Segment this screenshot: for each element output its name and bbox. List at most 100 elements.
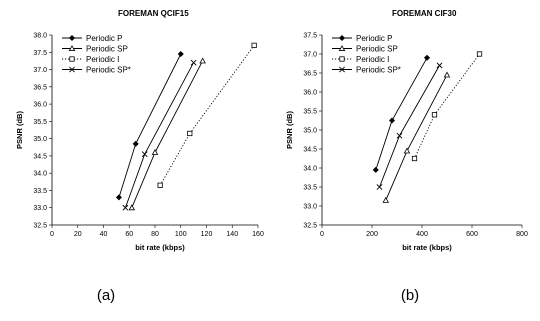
data-point: [251, 42, 257, 48]
legend-entry: Periodic SP: [356, 45, 398, 54]
x-axis-label: bit rate (kbps): [135, 243, 185, 252]
x-tick-label: 600: [466, 231, 478, 238]
y-axis-label: PSNR (dB): [15, 111, 24, 149]
legend-entry: Periodic P: [86, 34, 122, 43]
legend-marker: [338, 34, 346, 42]
data-point: [443, 71, 451, 78]
y-tick-label: 33.0: [33, 205, 47, 212]
series-line: [375, 57, 428, 171]
legend-marker: [69, 56, 75, 62]
y-tick-label: 32.5: [33, 223, 47, 230]
x-axis-label: bit rate (kbps): [402, 243, 452, 252]
series-line: [159, 45, 255, 186]
data-point: [403, 147, 411, 154]
legend-marker: [69, 66, 75, 73]
data-point: [436, 62, 443, 69]
x-tick-label: 160: [252, 231, 264, 238]
y-tick-label: 37.0: [303, 52, 317, 59]
legend-marker: [68, 34, 76, 42]
x-tick-label: 60: [125, 231, 133, 238]
data-point: [122, 204, 129, 211]
legend-marker: [68, 45, 76, 51]
series-line: [385, 74, 448, 201]
panel-label: (b): [401, 287, 419, 304]
x-tick-label: 800: [516, 231, 528, 238]
data-point: [423, 54, 431, 61]
series-periodic-sp: [382, 71, 451, 203]
y-tick-label: 35.0: [303, 128, 317, 135]
x-tick-label: 400: [416, 231, 428, 238]
data-point: [411, 155, 418, 162]
data-point: [382, 196, 390, 203]
legend-entry: Periodic SP*: [86, 66, 131, 75]
legend-entry: Periodic SP*: [356, 66, 401, 75]
y-tick-label: 34.0: [33, 171, 47, 178]
data-point: [396, 132, 403, 139]
y-tick-label: 37.5: [33, 50, 47, 57]
y-tick-label: 36.5: [303, 71, 317, 78]
panel-label: (a): [97, 287, 115, 304]
series-periodic-p: [115, 50, 184, 201]
data-point: [431, 112, 438, 118]
legend-marker: [339, 56, 345, 62]
y-tick-label: 33.5: [303, 185, 317, 192]
data-point: [388, 117, 396, 124]
legend-entry: Periodic SP: [86, 45, 128, 54]
x-tick-label: 80: [151, 231, 159, 238]
y-tick-label: 33.0: [303, 204, 317, 211]
data-point: [376, 184, 383, 190]
series-periodic-p: [372, 54, 431, 173]
series-periodic-i: [411, 51, 483, 162]
series-periodic-sp: [122, 59, 197, 211]
legend-entry: Periodic P: [356, 34, 392, 43]
y-tick-label: 37.0: [33, 67, 47, 74]
x-tick-label: 200: [366, 231, 378, 238]
series-line: [414, 53, 480, 159]
x-tick-label: 100: [175, 231, 187, 238]
x-tick-label: 40: [100, 231, 108, 238]
y-axis-label: PSNR (dB): [285, 111, 294, 149]
data-point: [372, 166, 379, 173]
y-tick-label: 32.5: [303, 223, 317, 230]
y-tick-label: 35.0: [33, 136, 47, 143]
data-point: [132, 140, 139, 147]
data-point: [128, 204, 136, 211]
x-tick-label: 20: [74, 231, 82, 238]
legend-entry: Periodic I: [86, 55, 119, 64]
y-tick-label: 36.5: [33, 84, 47, 91]
y-tick-label: 33.5: [33, 188, 47, 195]
y-tick-label: 37.5: [303, 33, 317, 40]
data-point: [187, 130, 193, 137]
data-point: [177, 50, 184, 58]
y-tick-label: 34.5: [33, 153, 47, 160]
x-tick-label: 0: [50, 231, 54, 238]
series-line: [118, 53, 182, 198]
data-point: [151, 149, 159, 155]
y-tick-label: 36.0: [33, 102, 47, 109]
data-point: [141, 151, 148, 158]
chart-a: FOREMAN QCIF15 32.5 33.0 33.5 34.0 34.5 35.0 35…: [15, 9, 264, 304]
y-tick-label: 38.0: [33, 33, 47, 40]
series-periodic-sp: [128, 57, 206, 211]
chart-title: FOREMAN QCIF15: [118, 9, 189, 18]
legend-marker: [338, 45, 346, 51]
x-tick-label: 120: [201, 231, 213, 238]
y-tick-label: 35.5: [33, 119, 47, 126]
x-tick-label: 0: [320, 231, 324, 238]
legend-entry: Periodic I: [356, 55, 389, 64]
data-point: [190, 59, 197, 66]
series-line: [379, 65, 440, 188]
y-tick-label: 34.5: [303, 147, 317, 154]
data-point: [115, 194, 122, 201]
y-tick-label: 35.5: [303, 109, 317, 116]
y-tick-label: 36.0: [303, 90, 317, 97]
y-tick-label: 34.0: [303, 166, 317, 173]
x-tick-label: 140: [226, 231, 238, 238]
data-point: [199, 57, 206, 64]
chart-b: FOREMAN CIF30 32.5 33.0 33.5 34.0 34.5 35.0 35.…: [285, 9, 528, 304]
series-periodic-i: [157, 42, 257, 188]
data-point: [476, 51, 483, 57]
